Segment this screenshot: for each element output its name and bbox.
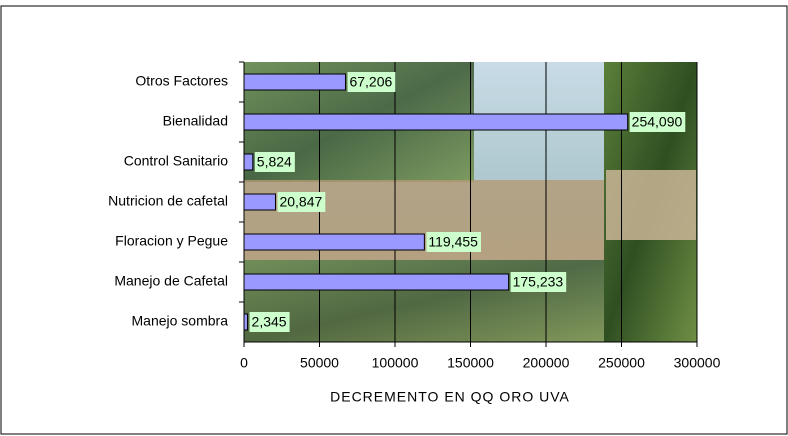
y-tick-label: Control Sanitario <box>124 153 228 169</box>
bar <box>244 154 253 170</box>
x-tick-label: 250000 <box>598 355 645 371</box>
bar <box>244 74 345 90</box>
chart: DECREMENTO EN QQ ORO UVA 0 50000 100000 150… <box>0 0 788 436</box>
bar <box>244 114 628 130</box>
x-tick-label: 300000 <box>674 355 721 371</box>
y-tick-label: Manejo sombra <box>132 313 229 329</box>
value-label: 5,824 <box>257 154 292 170</box>
value-label: 67,206 <box>349 74 392 90</box>
y-tick-label: Bienalidad <box>163 113 228 129</box>
bar <box>244 314 248 330</box>
bar <box>244 194 275 210</box>
x-tick-label: 0 <box>240 355 248 371</box>
y-tick-label: Floracion y Pegue <box>115 233 228 249</box>
y-tick-label: Manejo de Cafetal <box>114 273 228 289</box>
y-tick-label: Otros Factores <box>135 73 228 89</box>
value-label: 175,233 <box>513 274 564 290</box>
value-label: 2,345 <box>252 314 287 330</box>
value-label: 119,455 <box>428 234 478 250</box>
y-tick-label: Nutricion de cafetal <box>108 193 228 209</box>
x-tick-label: 50000 <box>300 355 339 371</box>
value-label: 20,847 <box>279 194 322 210</box>
value-label: 254,090 <box>632 114 683 130</box>
x-tick-label: 200000 <box>523 355 570 371</box>
bar <box>244 234 424 250</box>
x-axis-title: DECREMENTO EN QQ ORO UVA <box>330 389 570 405</box>
bar <box>244 274 509 290</box>
x-tick-label: 100000 <box>372 355 419 371</box>
x-tick-label: 150000 <box>447 355 494 371</box>
